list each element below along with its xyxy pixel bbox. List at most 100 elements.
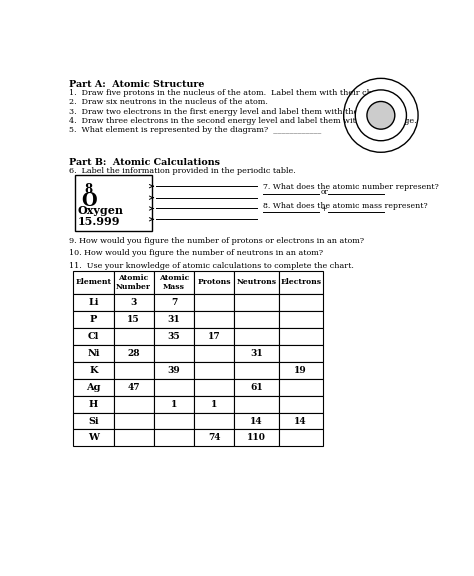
Text: H: H <box>89 400 98 408</box>
Bar <box>73 294 113 311</box>
Text: 28: 28 <box>128 348 140 358</box>
Bar <box>154 412 194 430</box>
Text: 8. What does the atomic mass represent?: 8. What does the atomic mass represent? <box>263 202 428 210</box>
Bar <box>194 412 235 430</box>
Text: 5.  What element is represented by the diagram?  ____________: 5. What element is represented by the di… <box>69 126 321 134</box>
Text: K: K <box>89 366 98 375</box>
Text: Neutrons: Neutrons <box>237 278 276 286</box>
Text: 15.999: 15.999 <box>78 216 120 227</box>
Bar <box>194 345 235 362</box>
Text: 17: 17 <box>208 332 220 341</box>
Text: 35: 35 <box>168 332 180 341</box>
Bar <box>194 328 235 345</box>
Text: 6.  Label the information provided in the periodic table.: 6. Label the information provided in the… <box>69 167 295 175</box>
Bar <box>279 294 323 311</box>
Text: Electrons: Electrons <box>280 278 321 286</box>
Bar <box>73 412 113 430</box>
Bar <box>113 378 154 396</box>
Text: P: P <box>90 315 97 324</box>
Bar <box>279 328 323 345</box>
Text: 11.  Use your knowledge of atomic calculations to complete the chart.: 11. Use your knowledge of atomic calcula… <box>69 263 354 270</box>
Bar <box>235 328 279 345</box>
Text: Ni: Ni <box>87 348 100 358</box>
Text: Atomic
Number: Atomic Number <box>116 274 151 291</box>
Text: Li: Li <box>88 298 99 307</box>
Bar <box>235 362 279 378</box>
Bar <box>235 311 279 328</box>
Text: 74: 74 <box>208 434 220 442</box>
Bar <box>279 271 323 294</box>
Bar <box>194 271 235 294</box>
Text: or: or <box>320 188 328 195</box>
Bar <box>154 345 194 362</box>
Bar <box>154 328 194 345</box>
Bar <box>154 430 194 446</box>
Text: 61: 61 <box>250 382 263 392</box>
Text: Ag: Ag <box>86 382 100 392</box>
Bar <box>73 311 113 328</box>
Text: Part A:  Atomic Structure: Part A: Atomic Structure <box>69 80 204 89</box>
Text: Part B:  Atomic Calculations: Part B: Atomic Calculations <box>69 158 219 166</box>
Text: 1: 1 <box>211 400 218 408</box>
Text: 110: 110 <box>247 434 266 442</box>
Bar <box>194 396 235 412</box>
Text: 2.  Draw six neutrons in the nucleus of the atom.: 2. Draw six neutrons in the nucleus of t… <box>69 98 267 107</box>
Circle shape <box>367 101 395 129</box>
Bar <box>194 311 235 328</box>
Bar <box>73 271 113 294</box>
Text: 7. What does the atomic number represent?: 7. What does the atomic number represent… <box>263 183 439 191</box>
Bar <box>235 271 279 294</box>
Text: 10. How would you figure the number of neutrons in an atom?: 10. How would you figure the number of n… <box>69 249 323 257</box>
Bar <box>73 362 113 378</box>
Bar <box>235 430 279 446</box>
Bar <box>279 430 323 446</box>
Bar <box>154 294 194 311</box>
Text: 39: 39 <box>168 366 180 375</box>
Text: 8: 8 <box>84 183 92 196</box>
Text: 7: 7 <box>171 298 177 307</box>
Text: 14: 14 <box>294 416 307 426</box>
Bar <box>113 328 154 345</box>
Bar <box>279 378 323 396</box>
Bar <box>194 294 235 311</box>
Text: Protons: Protons <box>198 278 231 286</box>
Bar <box>235 378 279 396</box>
Text: Atomic
Mass: Atomic Mass <box>159 274 189 291</box>
Text: 3.  Draw two electrons in the first energy level and label them with their charg: 3. Draw two electrons in the first energ… <box>69 108 398 116</box>
Circle shape <box>344 78 418 152</box>
Bar <box>194 378 235 396</box>
Bar <box>113 396 154 412</box>
Bar <box>113 294 154 311</box>
Circle shape <box>356 90 406 141</box>
Bar <box>279 345 323 362</box>
Bar <box>113 271 154 294</box>
Bar <box>194 430 235 446</box>
Bar <box>279 396 323 412</box>
Text: 1: 1 <box>171 400 177 408</box>
Text: 4.  Draw three electrons in the second energy level and label them with their ch: 4. Draw three electrons in the second en… <box>69 117 416 125</box>
Text: 19: 19 <box>294 366 307 375</box>
Bar <box>279 412 323 430</box>
Bar <box>73 396 113 412</box>
Bar <box>154 311 194 328</box>
Bar <box>235 345 279 362</box>
Bar <box>113 362 154 378</box>
Bar <box>73 328 113 345</box>
Bar <box>73 378 113 396</box>
Bar <box>279 311 323 328</box>
Bar <box>73 345 113 362</box>
Bar <box>113 345 154 362</box>
Bar <box>113 430 154 446</box>
Bar <box>154 396 194 412</box>
Bar <box>154 362 194 378</box>
Text: 15: 15 <box>128 315 140 324</box>
Text: 14: 14 <box>250 416 263 426</box>
Bar <box>235 396 279 412</box>
Text: O: O <box>81 192 97 210</box>
Text: W: W <box>88 434 99 442</box>
Bar <box>235 294 279 311</box>
Bar <box>75 175 152 231</box>
Bar <box>113 412 154 430</box>
Text: 3: 3 <box>130 298 137 307</box>
Text: +: + <box>320 205 327 213</box>
